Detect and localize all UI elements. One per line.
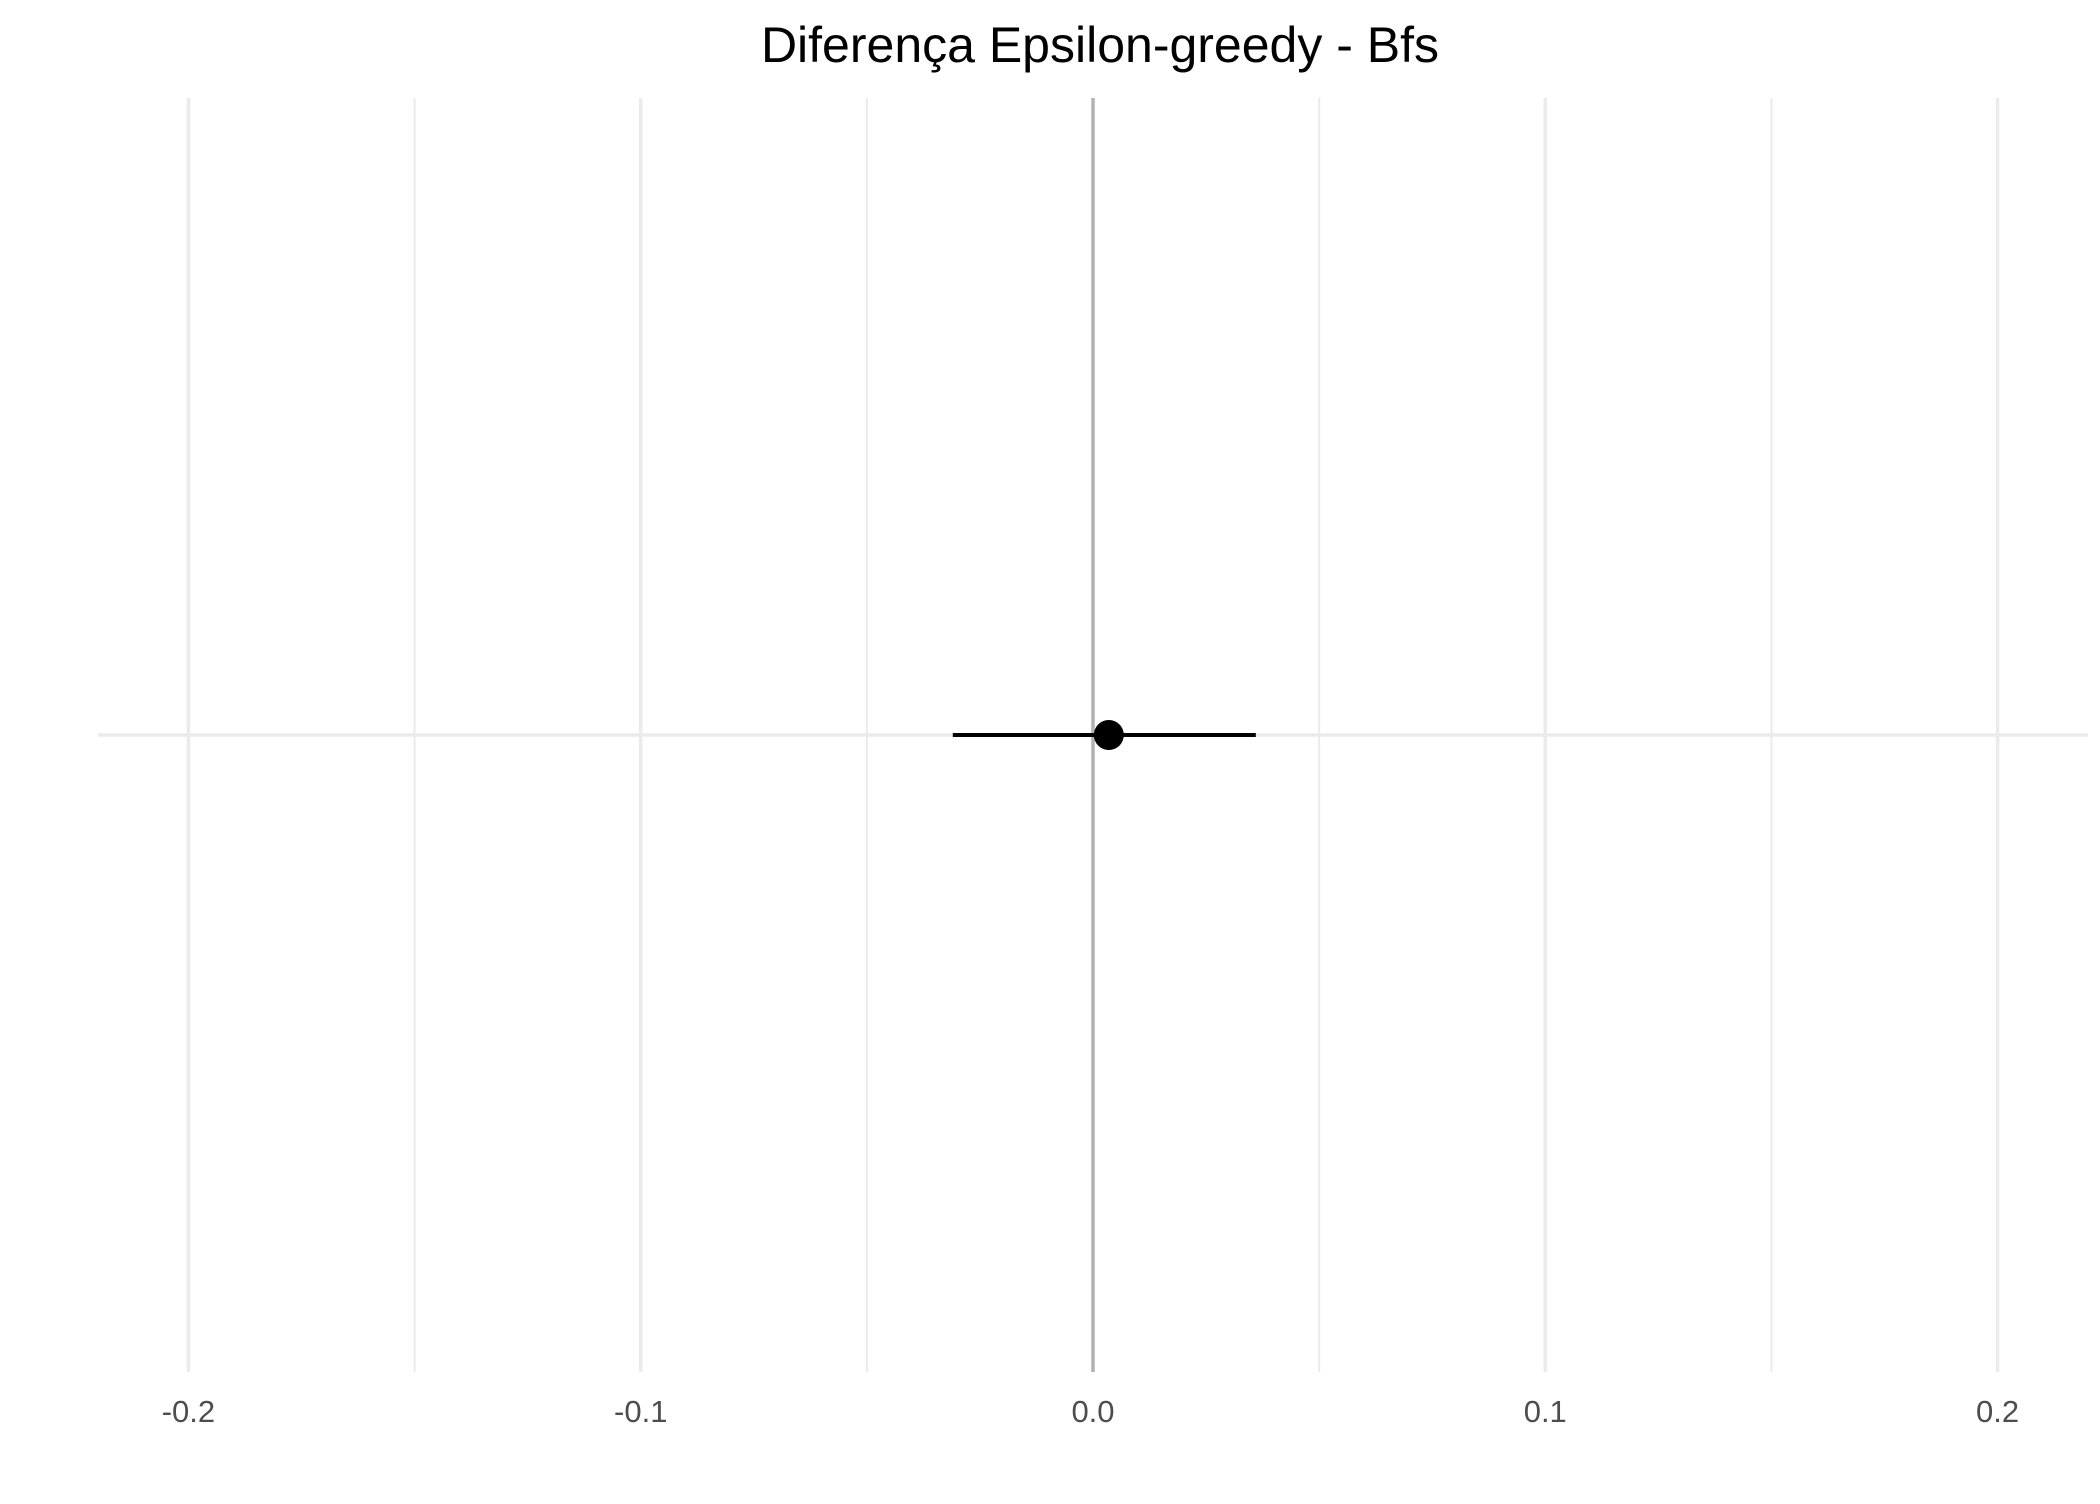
- x-axis-ticks: -0.2 -0.1 0.0 0.1 0.2: [162, 1394, 2019, 1429]
- x-tick-label: -0.2: [162, 1394, 215, 1429]
- data-layer: [952, 720, 1256, 750]
- x-tick-label: -0.1: [614, 1394, 667, 1429]
- chart-title: Diferença Epsilon-greedy - Bfs: [761, 17, 1439, 73]
- point-estimate: [1093, 720, 1124, 750]
- x-tick-label: 0.2: [1976, 1394, 2019, 1429]
- x-tick-label: 0.0: [1071, 1394, 1114, 1429]
- x-tick-label: 0.1: [1524, 1394, 1567, 1429]
